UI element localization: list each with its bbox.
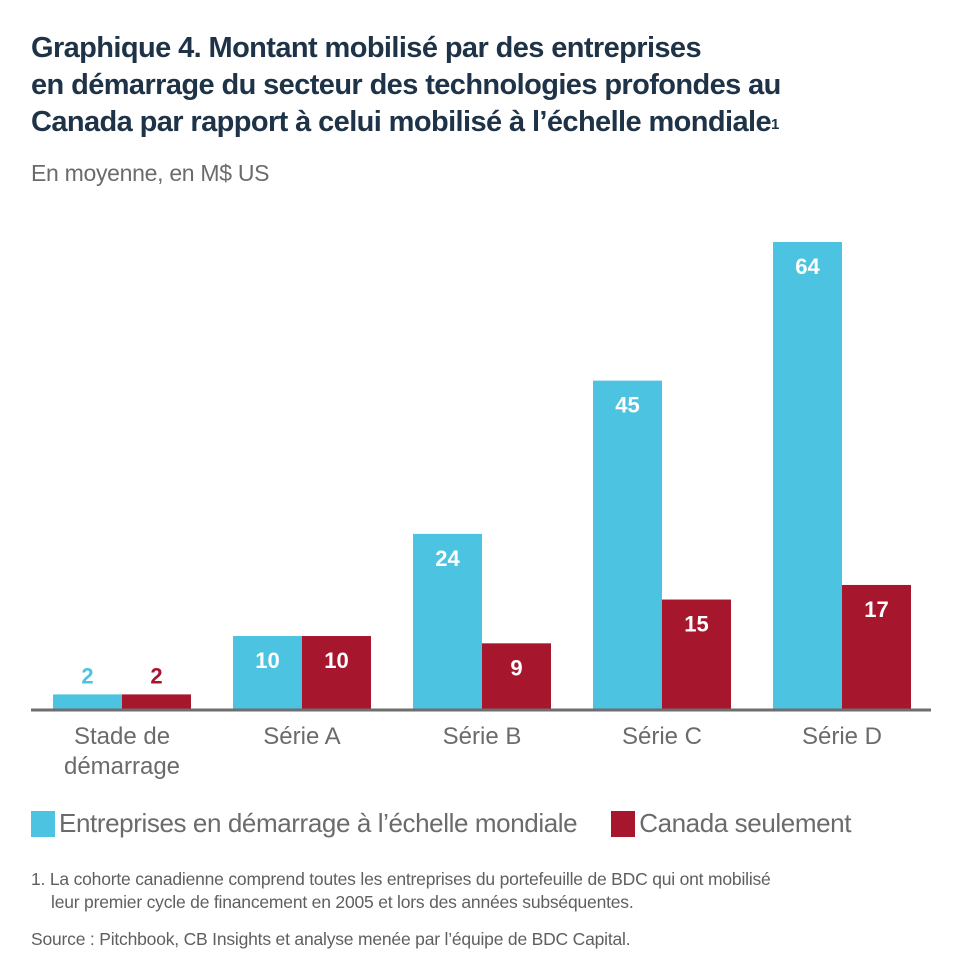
category-label-2: Série B (443, 723, 522, 750)
bar-chart: 2 2 Stade de démarrage 10 10 Série A 24 9 Série B… (31, 242, 931, 780)
data-label-global-1: 10 (255, 648, 279, 673)
category-label-3: Série C (622, 723, 702, 750)
data-label-global-3: 45 (615, 393, 639, 418)
title-line-3-text: Canada par rapport à celui mobilisé à l’… (31, 106, 772, 138)
data-label-canada-0: 2 (150, 663, 162, 688)
category-label-0: démarrage (64, 753, 180, 780)
bar-global-3 (593, 380, 662, 709)
footnote-line-1: 1. La cohorte canadienne comprend toutes… (31, 869, 771, 889)
footnote-line-2: leur premier cycle de financement en 200… (51, 892, 634, 912)
legend-item-canada: Canada seulement (611, 808, 851, 839)
title-line-2: en démarrage du secteur des technologies… (31, 69, 781, 101)
title-footnote-mark: 1 (770, 116, 779, 133)
bar-canada-0 (122, 694, 191, 709)
category-label-4: Série D (802, 723, 882, 750)
source-note: Source : Pitchbook, CB Insights et analy… (31, 929, 631, 949)
bar-canada-3 (662, 599, 731, 709)
data-label-global-2: 24 (435, 546, 460, 571)
data-label-global-4: 64 (795, 254, 820, 279)
data-label-canada-2: 9 (510, 655, 522, 680)
bar-global-0 (53, 694, 122, 709)
bar-global-1 (233, 636, 302, 709)
bar-global-2 (413, 533, 482, 709)
bar-global-4 (773, 242, 842, 709)
data-label-canada-4: 17 (864, 597, 888, 622)
chart-title: Graphique 4. Montant mobilisé par des en… (31, 30, 931, 141)
legend: Entreprises en démarrage à l’échelle mon… (31, 808, 885, 839)
legend-label-canada: Canada seulement (639, 808, 852, 838)
bar-canada-2 (482, 643, 551, 709)
title-line-1: Graphique 4. Montant mobilisé par des en… (31, 32, 702, 64)
data-label-canada-1: 10 (324, 648, 348, 673)
legend-item-global: Entreprises en démarrage à l’échelle mon… (31, 808, 578, 839)
legend-label-global: Entreprises en démarrage à l’échelle mon… (59, 808, 578, 838)
title-line-3: Canada par rapport à celui mobilisé à l’… (31, 104, 931, 141)
bar-canada-1 (302, 636, 371, 709)
data-label-global-0: 2 (81, 663, 93, 688)
data-label-canada-3: 15 (684, 612, 708, 637)
category-label-0: Stade de (74, 723, 170, 750)
legend-swatch-canada (611, 810, 636, 837)
chart-subtitle: En moyenne, en M$ US (31, 160, 270, 186)
category-label-1: Série A (263, 723, 340, 750)
bar-canada-4 (842, 584, 911, 709)
legend-swatch-global (31, 810, 55, 837)
footnote: 1. La cohorte canadienne comprend toutes… (31, 868, 771, 914)
